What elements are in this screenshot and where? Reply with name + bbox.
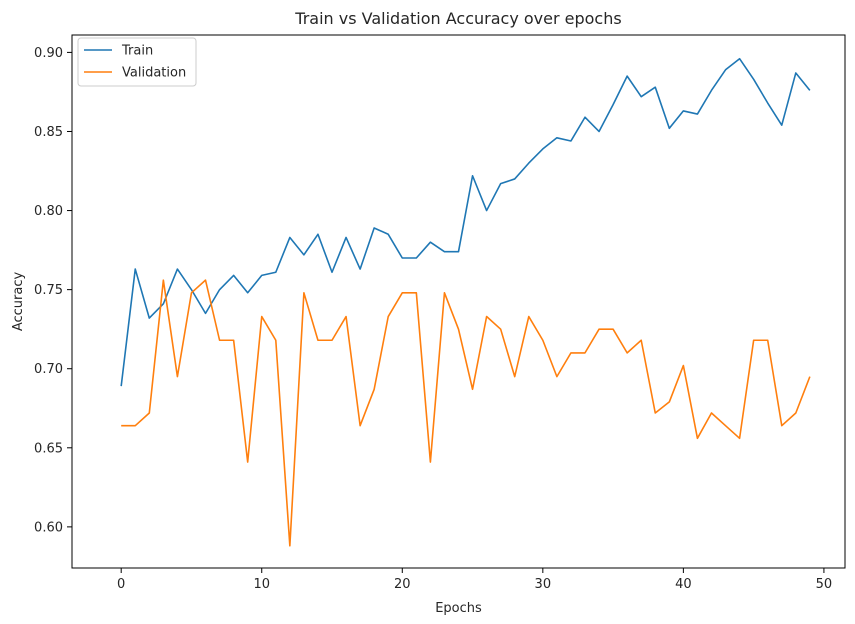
y-tick-label: 0.60 <box>34 520 63 535</box>
y-tick-label: 0.65 <box>34 441 63 456</box>
y-tick-label: 0.80 <box>34 204 63 219</box>
y-tick-label: 0.90 <box>34 46 63 61</box>
y-tick-label: 0.85 <box>34 125 63 140</box>
series-line-train <box>120 57 811 387</box>
series-line-validation <box>121 279 811 547</box>
legend-label-validation: Validation <box>122 66 186 81</box>
x-tick-label: 40 <box>675 577 692 592</box>
x-axis-title: Epochs <box>435 601 482 616</box>
y-tick-label: 0.75 <box>34 283 63 298</box>
legend-label-train: Train <box>121 44 153 59</box>
axes: 0 10 20 30 40 50 0.60 0.65 0.70 0.75 0.80 0.85 0.90 <box>34 34 846 592</box>
plot-area <box>120 57 811 547</box>
x-tick-label: 10 <box>253 577 270 592</box>
y-axis-title: Accuracy <box>11 272 26 332</box>
y-tick-label: 0.70 <box>34 362 63 377</box>
plot-frame <box>71 34 846 569</box>
x-tick-label: 50 <box>816 577 833 592</box>
x-tick-label: 20 <box>394 577 411 592</box>
chart-title: Train vs Validation Accuracy over epochs <box>294 9 621 28</box>
x-tick-label: 0 <box>117 577 125 592</box>
x-tick-label: 30 <box>535 577 552 592</box>
legend: Train Validation <box>77 37 197 87</box>
